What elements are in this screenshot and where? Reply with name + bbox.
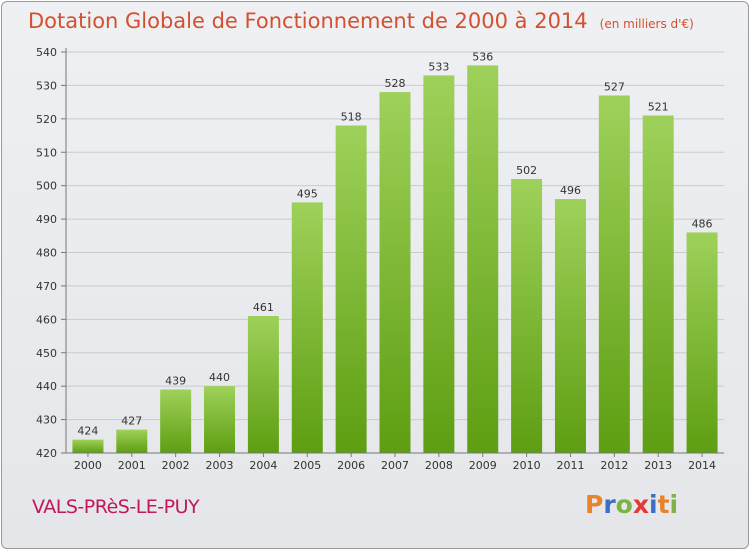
y-tick-label: 500 [36, 180, 57, 193]
x-tick-label: 2007 [381, 459, 409, 472]
x-tick-label: 2008 [425, 459, 453, 472]
bar-2013 [642, 115, 674, 453]
y-tick-label: 520 [36, 113, 57, 126]
x-tick-label: 2014 [688, 459, 716, 472]
logo-letter: i [669, 490, 679, 519]
bar-2000 [72, 439, 104, 453]
y-tick-label: 530 [36, 79, 57, 92]
x-tick-label: 2012 [600, 459, 628, 472]
y-tick-label: 510 [36, 146, 57, 159]
data-label: 496 [560, 184, 581, 197]
data-label: 502 [516, 164, 537, 177]
data-label: 486 [692, 217, 713, 230]
bar-2010 [511, 178, 543, 453]
data-label: 533 [428, 60, 449, 73]
bar-2005 [291, 202, 323, 453]
chart-title-row: Dotation Globale de Fonctionnement de 20… [28, 9, 694, 33]
x-tick-label: 2009 [469, 459, 497, 472]
x-tick-label: 2013 [644, 459, 672, 472]
y-tick-label: 420 [36, 447, 57, 460]
x-tick-label: 2003 [206, 459, 234, 472]
data-label: 427 [121, 415, 142, 428]
x-tick-label: 2004 [249, 459, 277, 472]
logo-letter: x [632, 490, 649, 519]
y-tick-label: 470 [36, 280, 57, 293]
commune-name: VALS-PRèS-LE-PUY [32, 496, 200, 518]
y-axis-ticks: 420 430 440 450 460 470 480 490 500 510 520 530 540 [36, 46, 66, 460]
bar-2001 [116, 429, 148, 453]
data-label: 440 [209, 371, 230, 384]
chart-unit-note: (en milliers d'€) [599, 17, 694, 31]
data-label: 521 [648, 100, 669, 113]
bar-2011 [554, 199, 586, 453]
x-tick-label: 2006 [337, 459, 365, 472]
bar-2009 [467, 65, 499, 453]
x-tick-label: 2000 [74, 459, 102, 472]
chart-title: Dotation Globale de Fonctionnement de 20… [28, 9, 588, 33]
bar-2002 [160, 389, 192, 453]
data-label: 439 [165, 375, 186, 388]
data-label: 536 [472, 50, 493, 63]
y-tick-label: 540 [36, 46, 57, 59]
y-tick-label: 480 [36, 247, 57, 260]
logo-letter: P [585, 490, 604, 519]
bar-2008 [423, 75, 455, 454]
logo-letter: o [615, 490, 633, 519]
y-tick-label: 490 [36, 213, 57, 226]
logo-letter: r [603, 490, 616, 519]
x-tick-label: 2001 [118, 459, 146, 472]
data-label: 424 [77, 425, 98, 438]
data-label: 461 [253, 301, 274, 314]
y-tick-label: 460 [36, 313, 57, 326]
bar-2007 [379, 92, 411, 453]
bar-2006 [335, 125, 367, 454]
axes [65, 48, 724, 454]
logo-letter: i [649, 490, 658, 519]
y-tick-label: 440 [36, 380, 57, 393]
x-axis-ticks: 2000 2001 2002 2003 2004 2005 2006 2007 2008 2009… [74, 453, 716, 472]
bar-2014 [686, 232, 718, 453]
data-label: 518 [341, 111, 362, 124]
bar-2004 [247, 315, 279, 453]
x-tick-label: 2010 [513, 459, 541, 472]
data-label: 527 [604, 80, 625, 93]
proxiti-logo: Proxiti [585, 490, 678, 519]
data-label: 495 [297, 187, 318, 200]
bars [72, 65, 718, 454]
bar-2012 [598, 95, 630, 454]
y-tick-label: 430 [36, 414, 57, 427]
y-tick-label: 450 [36, 347, 57, 360]
data-labels: 424 427 439 440 461 495 518 528 533 536 502 496 527 5… [77, 50, 712, 437]
data-label: 528 [385, 77, 406, 90]
bar-2003 [204, 386, 236, 453]
x-tick-label: 2005 [293, 459, 321, 472]
logo-letter: t [657, 490, 670, 519]
x-tick-label: 2011 [556, 459, 584, 472]
x-tick-label: 2002 [162, 459, 190, 472]
